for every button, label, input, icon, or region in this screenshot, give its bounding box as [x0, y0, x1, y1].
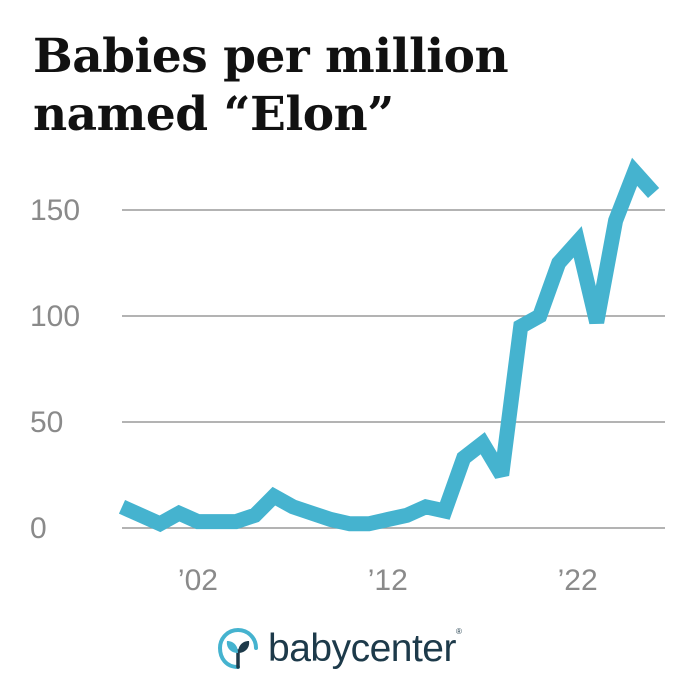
logo-wordmark: babycenter®: [268, 627, 462, 670]
y-tick-label: 50: [30, 406, 63, 439]
series: [118, 157, 660, 533]
y-axis-tick-labels: 0 50 100 150: [30, 194, 80, 545]
series-line-elon: [118, 157, 660, 533]
y-tick-label: 150: [30, 194, 80, 227]
sprout-in-circle-icon: [218, 627, 258, 669]
y-tick-label: 0: [30, 512, 47, 545]
chart-title-line-2: named “Elon”: [33, 87, 394, 142]
x-tick-label: ’12: [368, 564, 408, 597]
chart-title: Babies per million named “Elon”: [33, 28, 673, 144]
x-axis-tick-labels: ’02 ’12 ’22: [178, 564, 598, 597]
x-tick-label: ’22: [558, 564, 598, 597]
y-tick-label: 100: [30, 300, 80, 333]
chart-title-line-1: Babies per million: [33, 29, 509, 84]
x-tick-label: ’02: [178, 564, 218, 597]
babycenter-logo: babycenter®: [218, 624, 462, 674]
